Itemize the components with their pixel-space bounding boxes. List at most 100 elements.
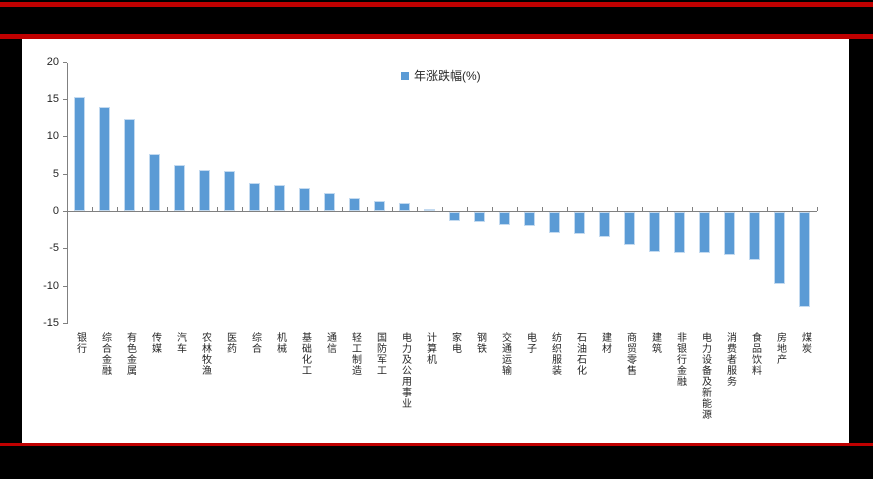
x-axis-tick: [517, 207, 518, 211]
bottom-red-rule: [0, 443, 873, 446]
x-axis-tick: [292, 207, 293, 211]
x-axis-tick: [692, 207, 693, 211]
x-axis-tick: [242, 207, 243, 211]
x-axis-tick: [667, 207, 668, 211]
y-axis-tick: [63, 285, 67, 287]
bar: [549, 212, 560, 233]
category-label: 农林牧渔: [199, 332, 211, 376]
x-axis-tick: [217, 207, 218, 211]
x-axis-tick: [417, 207, 418, 211]
x-axis-tick: [117, 207, 118, 211]
bar: [724, 212, 735, 255]
y-axis-tick: [63, 211, 67, 212]
top-black-band: [0, 0, 873, 39]
y-axis-tick-label: -10: [43, 279, 59, 292]
x-axis-tick: [467, 207, 468, 211]
x-axis-tick: [392, 207, 393, 211]
bar: [274, 184, 285, 211]
y-axis-tick-label: 5: [52, 167, 59, 180]
bar: [449, 212, 460, 221]
category-label: 家电: [449, 332, 461, 354]
y-axis-tick-label: -5: [49, 242, 59, 255]
category-label: 综合: [249, 332, 261, 354]
category-label: 房地产: [774, 332, 786, 365]
x-axis-tick: [142, 207, 143, 211]
y-axis-tick: [63, 248, 67, 250]
x-axis-tick: [817, 207, 818, 211]
category-label: 医药: [224, 332, 236, 354]
category-label: 轻工制造: [349, 332, 361, 376]
category-label: 建筑: [649, 332, 661, 354]
bar: [74, 96, 85, 211]
y-axis-tick: [63, 61, 67, 63]
x-axis-tick: [542, 207, 543, 211]
category-label: 食品饮料: [749, 332, 761, 376]
y-axis-tick: [63, 99, 67, 101]
y-axis-tick-label: -15: [43, 316, 59, 329]
bar: [174, 165, 185, 211]
y-axis-tick-label: 0: [52, 205, 59, 217]
left-black-band: [0, 39, 22, 443]
bar: [574, 212, 585, 235]
y-axis-line: [67, 63, 68, 324]
bar: [199, 169, 210, 211]
category-label: 有色金属: [124, 332, 136, 376]
legend-label: 年涨跌幅(%): [414, 69, 481, 83]
legend-color-swatch: [401, 72, 409, 80]
x-axis-tick: [592, 207, 593, 211]
x-axis-tick: [792, 207, 793, 211]
x-axis-tick: [642, 207, 643, 211]
bar: [224, 170, 235, 211]
bar-chart: 年涨跌幅(%) 20 15 10 5 0 -5 -10 -15 银行 综合金融 有色金属 传媒 汽车 农林…: [22, 39, 849, 443]
x-axis-line: [67, 211, 817, 212]
bar: [324, 193, 335, 211]
x-axis-tick: [317, 207, 318, 211]
category-label: 国防军工: [374, 332, 386, 376]
bottom-black-band: [0, 443, 873, 479]
x-axis-tick: [367, 207, 368, 211]
bar: [424, 208, 435, 211]
category-label: 电力及公用事业: [399, 332, 411, 409]
right-black-band: [849, 39, 873, 443]
x-axis-tick: [167, 207, 168, 211]
bar: [349, 198, 360, 211]
x-axis-tick: [342, 207, 343, 211]
bar: [124, 119, 135, 211]
y-axis-tick-label: 10: [46, 130, 59, 143]
y-axis-tick-label: 20: [46, 55, 59, 68]
category-label: 汽车: [174, 332, 186, 354]
category-label: 钢铁: [474, 332, 486, 354]
category-label: 基础化工: [299, 332, 311, 376]
x-axis-tick: [617, 207, 618, 211]
x-axis-tick: [192, 207, 193, 211]
category-label: 商贸零售: [624, 332, 636, 376]
category-label: 电力设备及新能源: [699, 332, 711, 420]
bar: [524, 212, 535, 227]
bar: [374, 201, 385, 211]
bar: [799, 212, 810, 308]
chart-legend: 年涨跌幅(%): [401, 70, 481, 82]
x-axis-tick: [742, 207, 743, 211]
y-axis-tick: [63, 136, 67, 138]
bar: [649, 212, 660, 253]
bar: [774, 212, 785, 284]
category-label: 综合金融: [99, 332, 111, 376]
bar: [249, 182, 260, 211]
category-label: 机械: [274, 332, 286, 354]
top-red-rule: [0, 2, 873, 7]
category-label: 计算机: [424, 332, 436, 365]
x-axis-tick: [267, 207, 268, 211]
category-label: 银行: [74, 332, 86, 354]
y-axis-tick-label: 15: [46, 93, 59, 106]
bar: [149, 154, 160, 211]
bar: [499, 212, 510, 226]
category-label: 建材: [599, 332, 611, 354]
category-label: 煤炭: [799, 332, 811, 354]
category-label: 交通运输: [499, 332, 511, 376]
x-axis-tick: [767, 207, 768, 211]
bar: [624, 212, 635, 245]
x-axis-tick: [442, 207, 443, 211]
bar: [474, 212, 485, 223]
second-red-rule: [0, 34, 873, 39]
